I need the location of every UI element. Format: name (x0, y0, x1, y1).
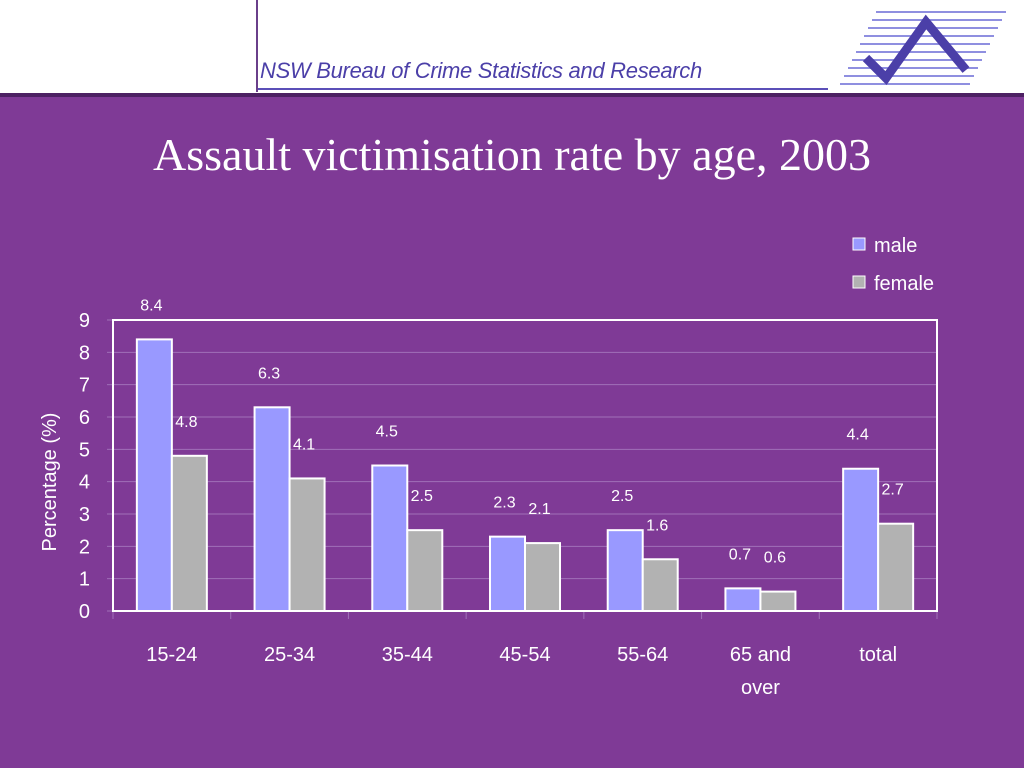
x-tick-label: 65 and (730, 644, 791, 666)
bar-male (489, 535, 526, 613)
data-label-male: 0.7 (729, 546, 751, 563)
legend-swatch-female (852, 275, 866, 289)
x-tick-label: 45-54 (499, 644, 550, 666)
bar-female (288, 477, 326, 612)
y-tick-label: 9 (79, 310, 90, 332)
x-tick-label: total (859, 644, 897, 666)
bar-male (371, 464, 409, 612)
bar-female (170, 454, 208, 612)
logo-area (256, 0, 1024, 92)
data-label-male: 2.3 (493, 495, 515, 512)
y-tick-label: 3 (79, 504, 90, 526)
header-banner (0, 0, 1024, 93)
bar-male (135, 338, 173, 612)
y-tick-label: 4 (79, 472, 90, 494)
data-label-male: 2.5 (611, 488, 633, 505)
organization-name: NSW Bureau of Crime Statistics and Resea… (260, 58, 702, 83)
y-tick-label: 1 (79, 569, 90, 591)
bar-male (606, 529, 644, 613)
bar-female (524, 542, 561, 612)
x-tick-label: 25-34 (264, 644, 315, 666)
bar-female (641, 558, 679, 612)
y-tick-label: 5 (79, 439, 90, 461)
y-tick-label: 8 (79, 342, 90, 364)
x-tick-label: over (741, 677, 780, 699)
data-label-female: 4.1 (293, 436, 315, 453)
data-label-male: 6.3 (258, 365, 280, 382)
chart-title: Assault victimisation rate by age, 2003 (153, 129, 871, 180)
y-tick-label: 7 (79, 375, 90, 397)
legend-label-female: female (874, 273, 934, 295)
data-label-male: 8.4 (140, 297, 162, 314)
bar-male (724, 587, 762, 612)
legend-label-male: male (874, 235, 917, 257)
org-underline (258, 88, 828, 90)
data-label-female: 1.6 (646, 517, 668, 534)
bocsar-logo-icon (840, 11, 1006, 85)
y-tick-label: 2 (79, 536, 90, 558)
data-label-female: 0.6 (764, 550, 786, 567)
data-label-female: 2.7 (882, 482, 904, 499)
bar-female (759, 590, 797, 612)
data-label-female: 2.1 (528, 501, 550, 518)
legend: male female (852, 235, 934, 295)
x-tick-label: 55-64 (617, 644, 668, 666)
data-label-female: 4.8 (175, 414, 197, 431)
x-tick-label: 15-24 (146, 644, 197, 666)
data-label-male: 4.4 (847, 427, 869, 444)
data-label-female: 2.5 (411, 488, 433, 505)
legend-swatch-male (852, 237, 866, 251)
y-tick-label: 0 (79, 601, 90, 623)
y-axis-label: Percentage (%) (39, 413, 61, 552)
data-label-male: 4.5 (376, 424, 398, 441)
y-tick-label: 6 (79, 407, 90, 429)
bar-female (877, 522, 915, 613)
bar-male (842, 467, 880, 612)
bar-male (253, 406, 291, 612)
x-tick-label: 35-44 (382, 644, 433, 666)
bar-female (406, 529, 444, 613)
header-divider (0, 93, 1024, 97)
